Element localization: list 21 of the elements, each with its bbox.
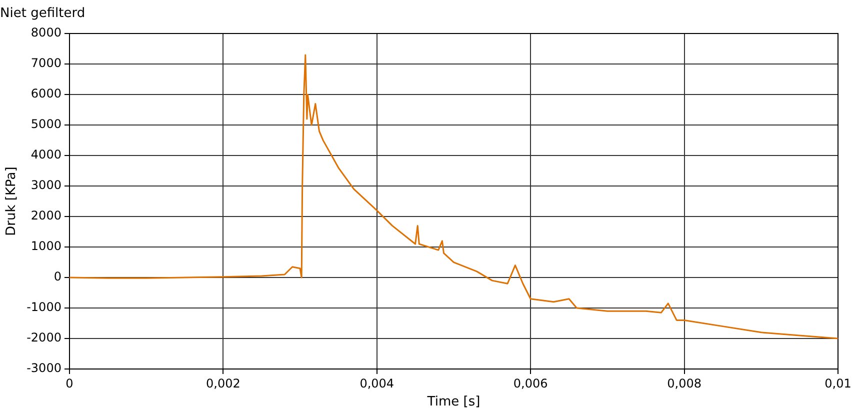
x-tick-label: 0,006	[513, 376, 548, 390]
y-tick-label: 3000	[30, 178, 62, 192]
y-tick-label: 7000	[30, 56, 62, 70]
x-axis-title: Time [s]	[426, 394, 480, 410]
y-tick-label: -1000	[26, 300, 62, 314]
y-tick-label: 5000	[30, 117, 62, 132]
x-tick-label: 0	[66, 376, 74, 390]
chart-title: Niet gefilterd	[0, 6, 86, 22]
y-tick-label: 6000	[30, 86, 62, 101]
y-tick-label: 8000	[30, 26, 62, 40]
x-tick-label: 0,004	[360, 376, 394, 390]
x-tick-label: 0,008	[667, 376, 702, 390]
x-tick-label: 0,002	[206, 376, 240, 390]
y-tick-label: -2000	[26, 330, 62, 345]
y-tick-label: 2000	[30, 208, 62, 223]
y-tick-label: 0	[54, 270, 62, 284]
x-tick-label: 0,01	[824, 376, 852, 390]
y-tick-label: 4000	[30, 148, 62, 162]
y-tick-label: -3000	[26, 361, 62, 376]
y-axis-title: Druk [KPa]	[4, 166, 20, 236]
y-tick-label: 1000	[30, 239, 62, 254]
